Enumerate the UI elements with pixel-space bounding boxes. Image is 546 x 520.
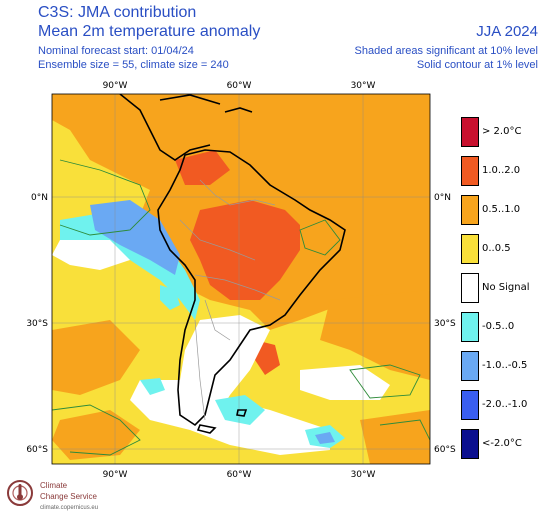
forecast-start-text: Nominal forecast start: 01/04/24 bbox=[38, 45, 194, 57]
significance-note: Shaded areas significant at 10% level bbox=[354, 45, 538, 57]
season-label: JJA 2024 bbox=[476, 23, 538, 40]
top-lon-label: 90°W bbox=[103, 81, 128, 91]
bottom-longitude-labels: 90°W 60°W 30°W bbox=[103, 470, 376, 480]
top-lon-label: 30°W bbox=[351, 81, 376, 91]
legend-label: No Signal bbox=[482, 282, 530, 293]
graticule bbox=[52, 94, 430, 464]
legend-label: > 2.0°C bbox=[482, 126, 522, 137]
coastlines bbox=[119, 94, 346, 434]
left-latitude-labels: 0°N 30°S 60°S bbox=[26, 193, 48, 455]
left-lat-label: 60°S bbox=[26, 445, 48, 455]
legend-label: 1.0..2.0 bbox=[482, 165, 521, 176]
legend-item: No Signal bbox=[461, 273, 543, 305]
left-lat-label: 0°N bbox=[31, 193, 48, 203]
contour-note: Solid contour at 1% level bbox=[416, 59, 538, 71]
legend-swatch bbox=[461, 156, 479, 186]
legend-swatch bbox=[461, 234, 479, 264]
bottom-lon-label: 30°W bbox=[351, 470, 376, 480]
legend-item: -1.0..-0.5 bbox=[461, 351, 543, 383]
right-latitude-labels: 0°N 30°S 60°S bbox=[434, 193, 456, 455]
logo-url: climate.copernicus.eu bbox=[40, 505, 99, 511]
legend-item: <-2.0°C bbox=[461, 429, 543, 461]
top-longitude-labels: 90°W 60°W 30°W bbox=[103, 81, 376, 91]
chart-subtitle: Mean 2m temperature anomaly bbox=[38, 23, 261, 40]
bottom-lon-label: 90°W bbox=[103, 470, 128, 480]
legend-label: -0.5..0 bbox=[482, 321, 515, 332]
legend-label: 0..0.5 bbox=[482, 243, 511, 254]
legend-item: 0..0.5 bbox=[461, 234, 543, 266]
thermometer-globe-icon bbox=[7, 480, 33, 506]
legend-item: 0.5..1.0 bbox=[461, 195, 543, 227]
right-lat-label: 30°S bbox=[434, 319, 456, 329]
map-field bbox=[52, 94, 430, 464]
legend-label: <-2.0°C bbox=[482, 438, 522, 449]
legend-swatch bbox=[461, 273, 479, 303]
legend-item: > 2.0°C bbox=[461, 117, 543, 149]
legend-swatch bbox=[461, 390, 479, 420]
legend-label: -2.0..-1.0 bbox=[482, 399, 528, 410]
legend-item: -0.5..0 bbox=[461, 312, 543, 344]
country-borders bbox=[179, 179, 281, 421]
logo-name-line1: Climate bbox=[40, 481, 68, 490]
legend-item: 1.0..2.0 bbox=[461, 156, 543, 188]
right-lat-label: 60°S bbox=[434, 445, 456, 455]
significance-contours bbox=[52, 159, 430, 456]
legend-swatch bbox=[461, 312, 479, 342]
chart-title: C3S: JMA contribution bbox=[38, 4, 197, 21]
logo-name-line2: Change Service bbox=[40, 492, 97, 501]
copernicus-logo: Climate Change Service climate.copernicu… bbox=[5, 476, 145, 516]
legend-label: -1.0..-0.5 bbox=[482, 360, 528, 371]
legend-label: 0.5..1.0 bbox=[482, 204, 521, 215]
top-lon-label: 60°W bbox=[227, 81, 252, 91]
legend-item: -2.0..-1.0 bbox=[461, 390, 543, 422]
legend-swatch bbox=[461, 195, 479, 225]
legend-swatch bbox=[461, 117, 479, 147]
left-lat-label: 30°S bbox=[26, 319, 48, 329]
ensemble-size-text: Ensemble size = 55, climate size = 240 bbox=[38, 59, 229, 71]
legend-swatch bbox=[461, 351, 479, 381]
right-lat-label: 0°N bbox=[434, 193, 451, 203]
bottom-lon-label: 60°W bbox=[227, 470, 252, 480]
legend-swatch bbox=[461, 429, 479, 459]
